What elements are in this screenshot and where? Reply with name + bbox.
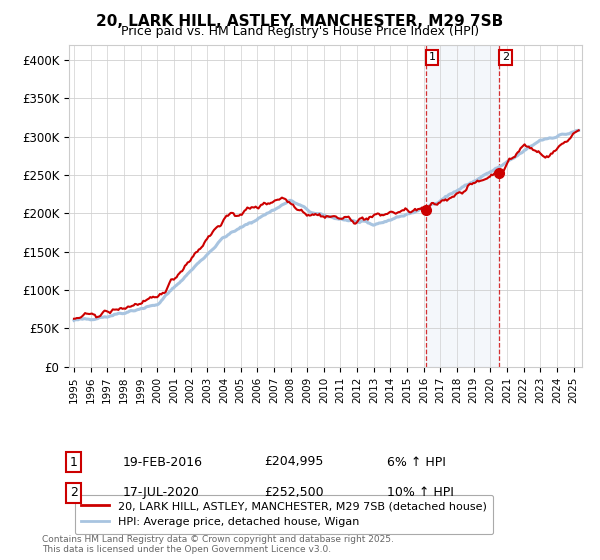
Legend: 20, LARK HILL, ASTLEY, MANCHESTER, M29 7SB (detached house), HPI: Average price,: 20, LARK HILL, ASTLEY, MANCHESTER, M29 7… xyxy=(74,494,493,534)
Text: 1: 1 xyxy=(70,455,78,469)
Text: Contains HM Land Registry data © Crown copyright and database right 2025.
This d: Contains HM Land Registry data © Crown c… xyxy=(42,535,394,554)
Text: 2: 2 xyxy=(502,53,509,63)
Text: £204,995: £204,995 xyxy=(264,455,323,469)
Text: 19-FEB-2016: 19-FEB-2016 xyxy=(123,455,203,469)
Text: 2: 2 xyxy=(70,486,78,500)
Text: 1: 1 xyxy=(428,53,436,63)
Text: 20, LARK HILL, ASTLEY, MANCHESTER, M29 7SB: 20, LARK HILL, ASTLEY, MANCHESTER, M29 7… xyxy=(97,14,503,29)
Text: Price paid vs. HM Land Registry's House Price Index (HPI): Price paid vs. HM Land Registry's House … xyxy=(121,25,479,38)
Text: £252,500: £252,500 xyxy=(264,486,323,500)
Text: 10% ↑ HPI: 10% ↑ HPI xyxy=(387,486,454,500)
Text: 17-JUL-2020: 17-JUL-2020 xyxy=(123,486,200,500)
Bar xyxy=(426,45,499,367)
Text: 6% ↑ HPI: 6% ↑ HPI xyxy=(387,455,446,469)
